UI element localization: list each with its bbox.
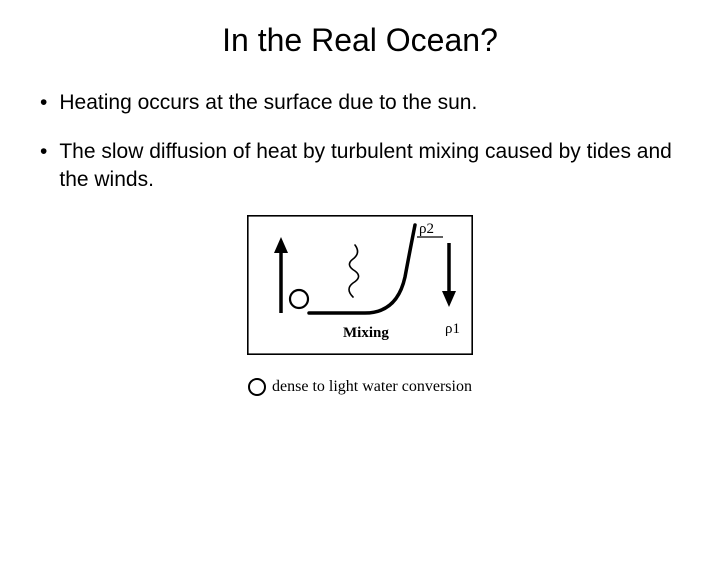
diagram-svg: ρ2 ρ1 Mixing [247,215,473,355]
bullet-dot: • [40,89,47,116]
bullet-text: Heating occurs at the surface due to the… [59,89,680,116]
diagram-legend: dense to light water conversion [0,378,720,396]
legend-circle-icon [248,378,266,396]
svg-text:ρ1: ρ1 [445,321,460,337]
page-title: In the Real Ocean? [0,22,720,59]
list-item: • The slow diffusion of heat by turbulen… [40,138,680,193]
svg-text:ρ2: ρ2 [419,221,434,237]
svg-text:Mixing: Mixing [343,325,389,341]
legend-text: dense to light water conversion [272,378,472,396]
diagram-container: ρ2 ρ1 Mixing dense to light water conversi… [0,215,720,396]
bullet-dot: • [40,138,47,193]
mixing-diagram: ρ2 ρ1 Mixing [247,215,473,360]
bullet-list: • Heating occurs at the surface due to t… [40,89,680,193]
bullet-text: The slow diffusion of heat by turbulent … [59,138,680,193]
list-item: • Heating occurs at the surface due to t… [40,89,680,116]
